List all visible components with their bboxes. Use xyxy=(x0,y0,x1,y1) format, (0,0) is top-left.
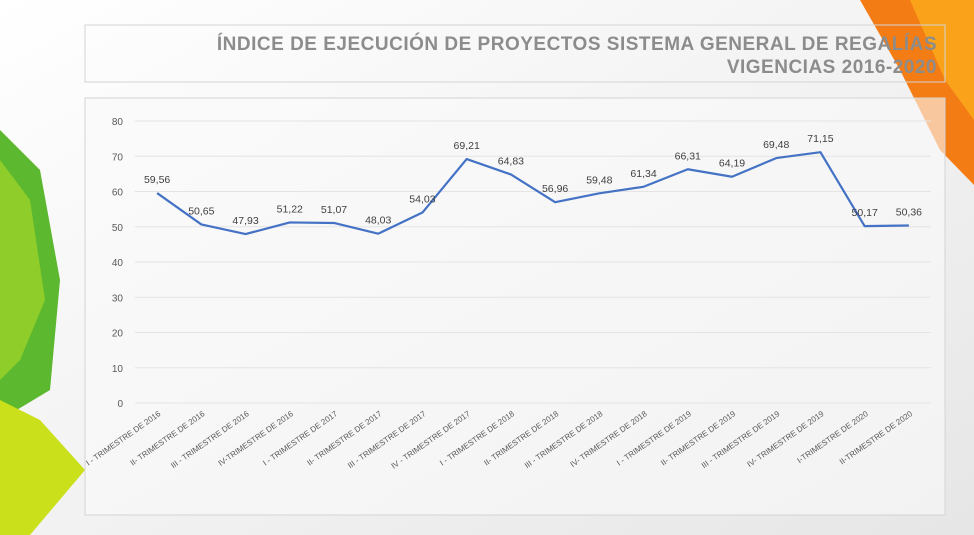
data-label: 64,19 xyxy=(719,158,745,170)
data-label: 50,17 xyxy=(852,207,878,219)
y-tick-label: 30 xyxy=(112,293,124,304)
y-tick-label: 40 xyxy=(112,258,124,269)
decor-green-light xyxy=(0,160,45,380)
data-label: 56,96 xyxy=(542,183,568,195)
data-label: 51,22 xyxy=(277,203,303,215)
y-tick-label: 50 xyxy=(112,223,124,234)
data-label: 59,56 xyxy=(144,174,170,186)
decor-yellow xyxy=(0,400,85,535)
y-tick-label: 0 xyxy=(117,399,123,410)
data-label: 69,21 xyxy=(454,140,480,152)
series-line xyxy=(156,151,909,236)
chart-box xyxy=(84,97,946,516)
y-tick-label: 60 xyxy=(112,188,124,199)
data-label: 50,65 xyxy=(188,205,214,217)
data-label: 48,03 xyxy=(365,215,391,227)
data-label: 71,15 xyxy=(807,133,833,145)
chart-title: ÍNDICE DE EJECUCIÓN DE PROYECTOS SISTEMA… xyxy=(217,33,937,55)
y-tick-label: 10 xyxy=(112,364,124,375)
data-label: 54,03 xyxy=(409,194,435,206)
title-box xyxy=(84,24,946,83)
y-tick-label: 80 xyxy=(112,117,124,128)
data-label: 59,48 xyxy=(586,174,612,186)
data-label: 51,07 xyxy=(321,204,347,216)
y-tick-label: 20 xyxy=(112,329,124,340)
data-label: 64,83 xyxy=(498,155,524,167)
data-label: 66,31 xyxy=(675,150,701,162)
data-label: 47,93 xyxy=(232,215,258,227)
data-label: 50,36 xyxy=(896,206,922,218)
y-tick-label: 70 xyxy=(112,152,124,163)
data-label: 61,34 xyxy=(630,168,656,180)
data-label: 69,48 xyxy=(763,139,789,151)
decor-orange-light xyxy=(910,0,974,120)
chart-subtitle: VIGENCIAS 2016-2020 xyxy=(727,57,937,78)
